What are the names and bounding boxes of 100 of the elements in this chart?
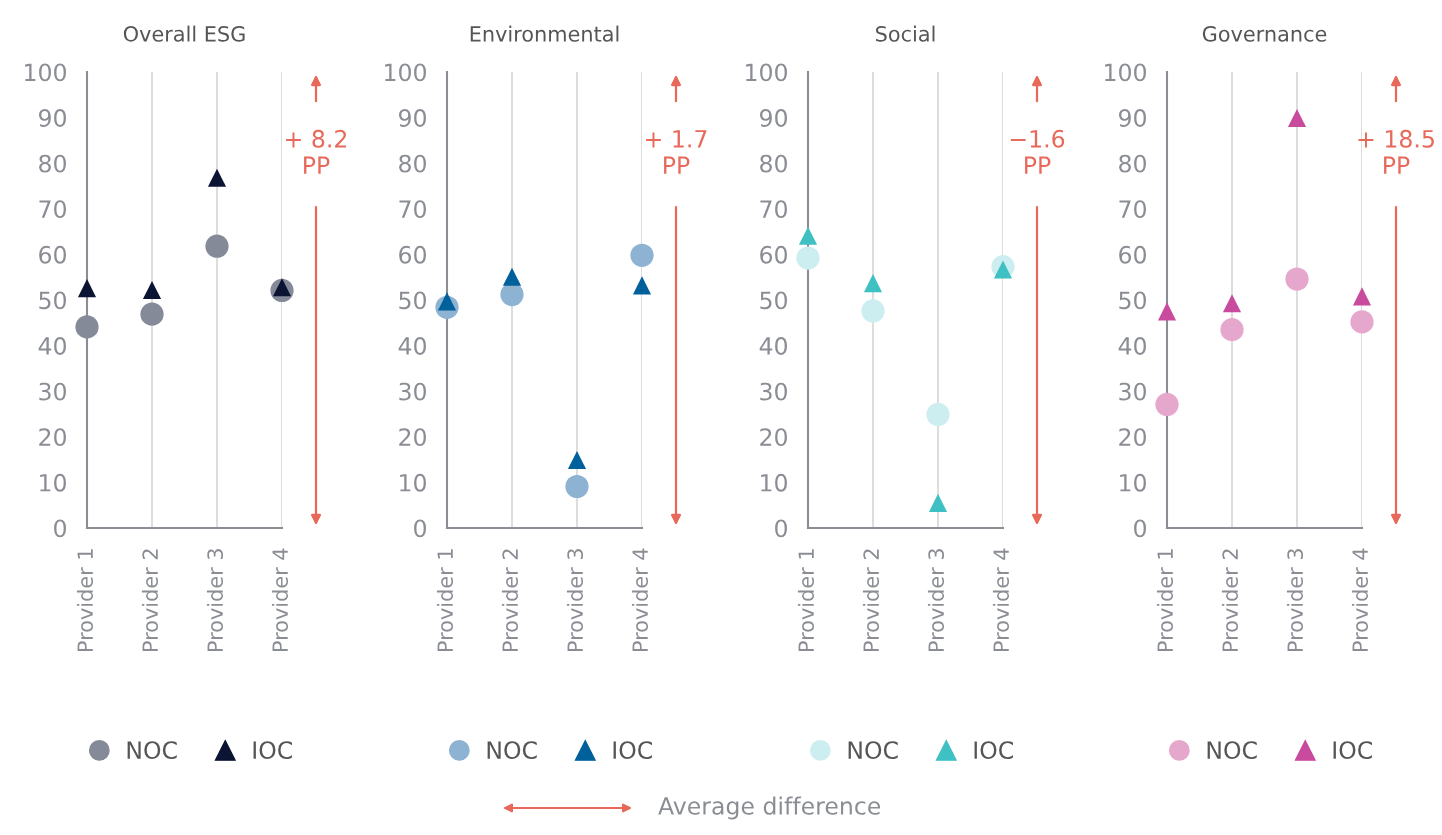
point	[1220, 318, 1244, 342]
point	[1222, 294, 1242, 313]
x-tick-label: Provider 3	[566, 549, 584, 652]
x-tick-label: Provider 2	[1221, 549, 1239, 652]
x-tick-label: Provider 1	[797, 549, 815, 652]
legend-label: NOC	[1207, 741, 1257, 760]
y-tick-label: 50	[399, 291, 426, 310]
point	[142, 280, 162, 300]
point	[1287, 109, 1307, 128]
y-tick-label: 80	[760, 154, 787, 173]
x-tick-label: Provider 4	[992, 548, 1010, 652]
legend-label: IOC	[1333, 741, 1372, 760]
y-tick-label: 60	[39, 245, 66, 264]
y-tick-label: 90	[1119, 109, 1146, 127]
y-tick-label: 30	[399, 382, 426, 401]
y-tick-label: 30	[39, 382, 66, 401]
point	[796, 246, 820, 270]
y-tick-label: 20	[39, 428, 66, 447]
point	[926, 402, 950, 427]
point	[437, 292, 457, 311]
chart-title: Environmental	[470, 25, 619, 42]
y-tick-label: 20	[399, 428, 426, 447]
y-tick-label: 40	[398, 337, 426, 355]
y-tick-label: 100	[746, 63, 787, 82]
x-tick-label: Provider 1	[1156, 549, 1174, 652]
y-tick-label: 80	[1119, 154, 1146, 173]
y-tick-label: 90	[760, 109, 787, 127]
y-tick-label: 80	[399, 154, 426, 173]
text: Average difference	[658, 796, 881, 820]
y-tick-label: 40	[38, 337, 66, 355]
x-tick-label: Provider 3	[1286, 549, 1304, 652]
x-tick-label: Provider 1	[436, 549, 454, 652]
point	[928, 493, 948, 512]
point	[1285, 267, 1309, 291]
y-tick-label: 80	[39, 154, 66, 173]
y-tick-label: 0	[775, 519, 787, 538]
y-tick-label: 10	[761, 473, 787, 492]
y-tick-label: 50	[760, 291, 787, 310]
point	[567, 451, 587, 470]
legend-label: NOC	[127, 741, 177, 760]
x-tick-label: Provider 2	[501, 549, 519, 652]
y-tick-label: 20	[1119, 428, 1146, 447]
point	[863, 274, 883, 293]
legend-label: NOC	[487, 741, 537, 760]
y-tick-label: 70	[39, 200, 66, 219]
chart-title: Overall ESG	[123, 25, 245, 42]
legend-label: NOC	[848, 741, 898, 760]
point	[630, 243, 654, 267]
text: −1.6 PP	[1010, 129, 1065, 174]
legend-label: IOC	[253, 741, 292, 760]
point	[861, 299, 885, 323]
y-tick-label: 0	[1134, 519, 1146, 538]
chart-title: Social	[875, 25, 935, 42]
legend-label: IOC	[613, 741, 652, 760]
x-tick-label: Provider 2	[141, 549, 159, 652]
y-tick-label: 90	[39, 109, 66, 127]
y-tick-label: 40	[1118, 337, 1146, 355]
point	[77, 279, 97, 298]
y-tick-label: 60	[1119, 245, 1146, 264]
y-tick-label: 90	[399, 109, 426, 127]
y-tick-label: 60	[760, 245, 787, 264]
point	[993, 260, 1013, 279]
x-tick-label: Provider 4	[271, 548, 289, 652]
point	[1350, 310, 1374, 334]
y-tick-label: 10	[40, 473, 66, 492]
y-tick-label: 60	[399, 245, 426, 264]
y-tick-label: 40	[759, 337, 787, 355]
y-tick-label: 0	[414, 519, 426, 538]
point	[1352, 287, 1372, 306]
point	[140, 302, 164, 326]
y-tick-label: 100	[385, 63, 426, 82]
y-tick-label: 70	[1119, 200, 1146, 219]
point	[502, 267, 522, 286]
y-tick-label: 10	[400, 473, 426, 492]
point	[1155, 392, 1179, 417]
y-tick-label: 50	[1119, 291, 1146, 310]
y-tick-label: 70	[760, 200, 787, 219]
y-tick-label: 70	[399, 200, 426, 219]
x-tick-label: Provider 1	[76, 549, 94, 652]
x-tick-label: Provider 3	[206, 549, 224, 652]
y-tick-label: 0	[54, 519, 66, 538]
x-tick-label: Provider 2	[862, 549, 880, 652]
text: + 1.7 PP	[646, 130, 707, 174]
annotation: + 18.5 PP	[1358, 129, 1434, 174]
point	[205, 234, 229, 258]
text: + 8.2 PP	[286, 129, 347, 174]
y-tick-label: 20	[760, 428, 787, 447]
point	[272, 278, 292, 297]
legend-label: IOC	[974, 741, 1013, 760]
y-tick-label: 10	[1120, 473, 1146, 492]
point	[798, 226, 818, 245]
point	[75, 315, 99, 339]
point	[632, 276, 652, 295]
point	[207, 168, 227, 187]
y-tick-label: 50	[39, 291, 66, 310]
chart-title: Governance	[1202, 25, 1327, 42]
point	[565, 474, 589, 499]
y-tick-label: 30	[760, 382, 787, 401]
x-tick-label: Provider 3	[927, 549, 945, 652]
x-tick-label: Provider 4	[631, 548, 649, 652]
